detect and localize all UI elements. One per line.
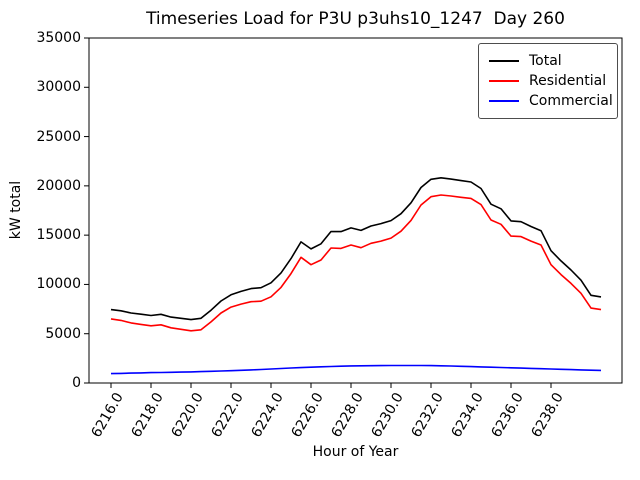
y-tick-label: 5000 [45,325,81,342]
legend-label: Residential [529,73,607,89]
legend-label: Commercial [529,93,613,109]
y-tick-label: 10000 [36,276,81,293]
y-tick-label: 35000 [36,30,81,46]
y-tick-label: 0 [72,375,81,391]
legend-item-commercial: Commercial [489,91,613,111]
legend-line-swatch [489,80,519,82]
legend: Total Residential Commercial [478,43,618,119]
legend-line-swatch [489,100,519,102]
y-tick-label: 15000 [36,227,81,244]
chart-title: Timeseries Load for P3U p3uhs10_1247 Day… [146,9,565,29]
y-tick-label: 20000 [36,177,81,194]
x-axis-label: Hour of Year [312,444,399,460]
y-tick-label: 30000 [36,79,81,96]
series-line-commercial [110,364,602,375]
axes-frame [88,37,623,384]
legend-item-total: Total [489,51,607,71]
series-line-total [110,177,602,321]
legend-label: Total [529,53,562,69]
legend-item-residential: Residential [489,71,607,91]
legend-line-swatch [489,60,519,62]
series-line-residential [110,194,602,332]
y-tick-label: 25000 [36,128,81,145]
